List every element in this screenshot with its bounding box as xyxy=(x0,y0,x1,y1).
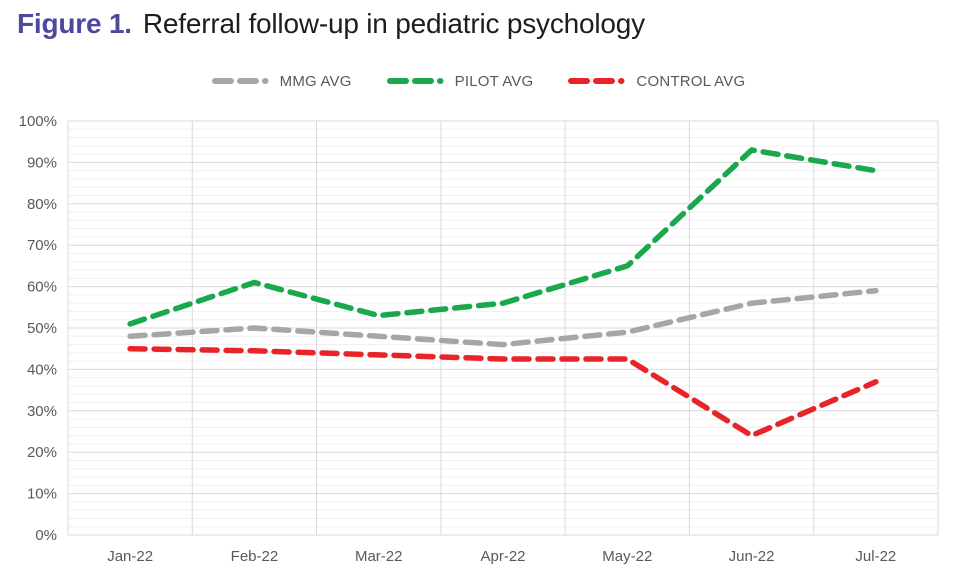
legend-label-mmg: MMG AVG xyxy=(279,72,352,90)
x-tick-label: Feb-22 xyxy=(231,548,279,565)
legend-item-control: CONTROL AVG xyxy=(567,73,745,90)
line-chart-plot-area: 0% 10% 20% 30% 40% 50% 60% 70% 80% 90% 100% Jan-22 F… xyxy=(19,113,939,565)
legend-label-pilot: PILOT AVG xyxy=(454,72,534,90)
y-tick-label: 40% xyxy=(27,361,57,378)
plot-border xyxy=(67,120,939,536)
y-tick-label: 30% xyxy=(27,403,57,420)
legend-dash-sample-icon xyxy=(211,78,276,84)
series-line-control-avg xyxy=(127,345,879,439)
y-tick-label: 10% xyxy=(27,486,57,503)
y-tick-label: 0% xyxy=(35,527,57,544)
y-tick-label: 60% xyxy=(27,279,57,296)
figure-caption: Referral follow-up in pediatric psycholo… xyxy=(142,8,645,39)
x-tick-label: Apr-22 xyxy=(480,548,525,565)
y-tick-label: 90% xyxy=(27,154,57,171)
x-tick-label: Jan-22 xyxy=(107,548,153,565)
x-tick-label: Mar-22 xyxy=(355,548,403,565)
chart-legend: MMG AVG PILOT AVG CONTROL AVG xyxy=(0,68,956,94)
figure-title: Figure 1. Referral follow-up in pediatric… xyxy=(17,6,645,42)
legend-item-pilot: PILOT AVG xyxy=(386,73,534,90)
x-tick-label: Jul-22 xyxy=(855,548,896,565)
legend-dash-sample-icon xyxy=(568,78,633,84)
y-tick-label: 80% xyxy=(27,196,57,213)
y-tick-label: 50% xyxy=(27,320,57,337)
legend-label-control: CONTROL AVG xyxy=(636,72,746,90)
y-tick-label: 100% xyxy=(19,113,57,130)
x-tick-label: May-22 xyxy=(602,548,652,565)
y-tick-label: 20% xyxy=(27,444,57,461)
legend-dash-sample-icon xyxy=(386,78,451,84)
y-tick-label: 70% xyxy=(27,237,57,254)
line-chart: 0% 10% 20% 30% 40% 50% 60% 70% 80% 90% 100% Jan-22 F… xyxy=(0,100,956,586)
figure-number: Figure 1. xyxy=(17,8,132,39)
series-line-mmg-avg xyxy=(127,287,879,348)
legend-item-mmg: MMG AVG xyxy=(211,73,352,90)
x-tick-label: Jun-22 xyxy=(729,548,775,565)
series-line-pilot-avg xyxy=(127,147,879,327)
